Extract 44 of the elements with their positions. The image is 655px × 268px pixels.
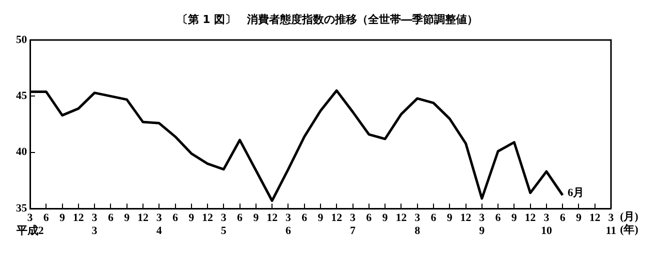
- x-tick-label: 12: [589, 212, 601, 224]
- x-tick-label: 9: [188, 212, 195, 224]
- x-tick-label: 12: [137, 212, 149, 224]
- x-tick-label: 12: [460, 212, 472, 224]
- x-tick-label: 9: [60, 212, 66, 224]
- x-tick-label: 3 平成2: [15, 212, 44, 238]
- x-tick-label: 12: [72, 212, 84, 224]
- x-tick-label: 9: [124, 212, 130, 224]
- x-tick-label: 3 3: [92, 212, 98, 238]
- x-tick-label: 6: [172, 212, 178, 224]
- x-tick-label: 3 4: [156, 212, 162, 238]
- x-tick-label: 3 8: [414, 212, 421, 238]
- x-tick-label: 9: [253, 212, 260, 224]
- x-tick-label: 6: [302, 212, 308, 224]
- x-tick-label: 12: [396, 212, 408, 224]
- y-tick-label: 35: [16, 202, 28, 214]
- x-tick-label: 12: [331, 212, 343, 224]
- y-tick-label: 40: [16, 146, 28, 158]
- x-tick-label: 3 7: [350, 212, 356, 238]
- x-tick-label: 6: [560, 212, 566, 224]
- x-tick-label: 9: [318, 212, 324, 224]
- y-tick-label: 50: [16, 34, 28, 46]
- chart-title: 〔第 1 図〕 消費者態度指数の推移（全世帯―季節調整値）: [176, 12, 480, 27]
- x-tick-label: 9: [511, 212, 518, 224]
- x-tick-label: 3 11: [606, 212, 616, 238]
- x-tick-label: 6: [430, 212, 437, 224]
- x-tick-label: 6: [495, 212, 502, 224]
- x-tick-label: 6: [366, 212, 372, 224]
- x-tick-label: 9: [382, 212, 388, 224]
- x-tick-label: 12: [202, 212, 214, 224]
- x-tick-label: 3 10: [540, 212, 552, 238]
- x-tick-label: 3 6: [285, 212, 292, 238]
- x-tick-label: 9: [576, 212, 582, 224]
- text: (月) (年): [620, 210, 639, 236]
- x-tick-label: 12: [266, 212, 278, 224]
- x-tick-label: 6: [237, 212, 244, 224]
- x-tick-label: 6: [108, 212, 114, 224]
- x-tick-label: 12: [524, 212, 536, 224]
- y-tick-label: 45: [16, 90, 28, 102]
- x-tick-label: 6: [43, 212, 50, 224]
- annotation: 6月: [568, 186, 584, 199]
- x-tick-label: 9: [446, 212, 453, 224]
- x-tick-label: 3 5: [220, 212, 227, 238]
- x-tick-label: 3 9: [479, 212, 486, 238]
